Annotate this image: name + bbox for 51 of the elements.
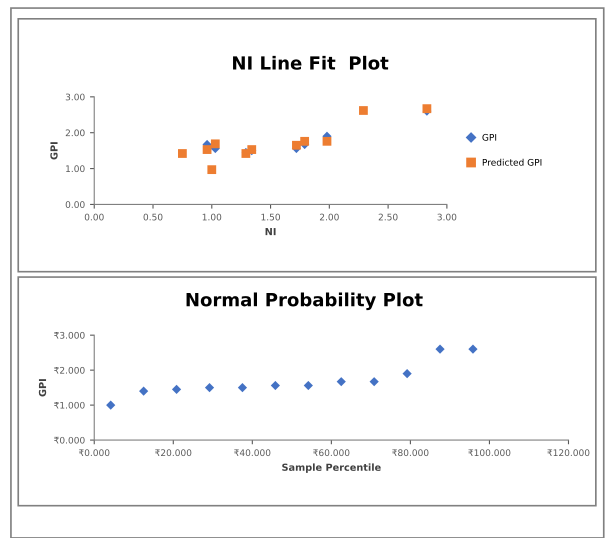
point [300, 136, 310, 146]
point [370, 377, 379, 386]
point [402, 369, 412, 378]
x-axis-title: Sample Percentile [282, 463, 381, 473]
x-tick-label: ₹80.000 [392, 449, 428, 456]
point [178, 149, 187, 158]
point [204, 383, 214, 392]
point [238, 383, 248, 392]
point [336, 377, 346, 386]
point [139, 386, 148, 396]
x-axis-title: NI [266, 228, 276, 236]
x-tick-label: ₹100.000 [468, 449, 510, 456]
x-tick-label: 1.50 [262, 214, 280, 220]
y-tick-label: 2.00 [66, 129, 85, 136]
point [422, 104, 432, 114]
x-tick-label: ₹20.000 [155, 449, 192, 456]
x-tick-label: 2.00 [320, 214, 339, 220]
x-tick-label: ₹60.000 [313, 449, 350, 456]
legend-label: GPI [482, 134, 496, 141]
y-tick-label: 3.00 [66, 94, 85, 100]
point [435, 344, 445, 354]
x-tick-label: ₹40.000 [234, 449, 270, 456]
point [468, 344, 478, 354]
point [210, 139, 220, 148]
y-tick-label: ₹1.000 [54, 402, 85, 409]
x-tick-label: ₹120.000 [547, 449, 590, 456]
point [207, 165, 216, 174]
point [322, 136, 332, 146]
x-tick-label: ₹0.000 [78, 449, 110, 456]
point [292, 140, 301, 150]
point [270, 380, 280, 390]
y-tick-label: ₹0.000 [54, 436, 85, 444]
legend-label: Predicted GPI [482, 158, 542, 166]
y-axis-title: GPI [38, 379, 46, 397]
y-tick-label: 0.00 [66, 201, 85, 208]
x-tick-label: 0.00 [84, 214, 104, 220]
point [359, 106, 368, 115]
x-tick-label: 2.50 [378, 214, 398, 220]
point [202, 145, 212, 154]
point [106, 400, 116, 410]
chart-title: NI Line Fit Plot [233, 56, 388, 70]
point [304, 380, 313, 390]
x-tick-label: 3.00 [438, 214, 456, 220]
chart-title: Normal Probability Plot [186, 292, 423, 310]
y-tick-label: 1.00 [66, 165, 85, 172]
y-tick-label: ₹3.000 [54, 332, 85, 339]
x-tick-label: 1.00 [202, 214, 222, 220]
point [172, 384, 182, 394]
x-tick-label: 0.50 [144, 214, 162, 220]
y-axis-title: GPI [50, 142, 58, 160]
y-tick-label: ₹2.000 [54, 366, 85, 374]
